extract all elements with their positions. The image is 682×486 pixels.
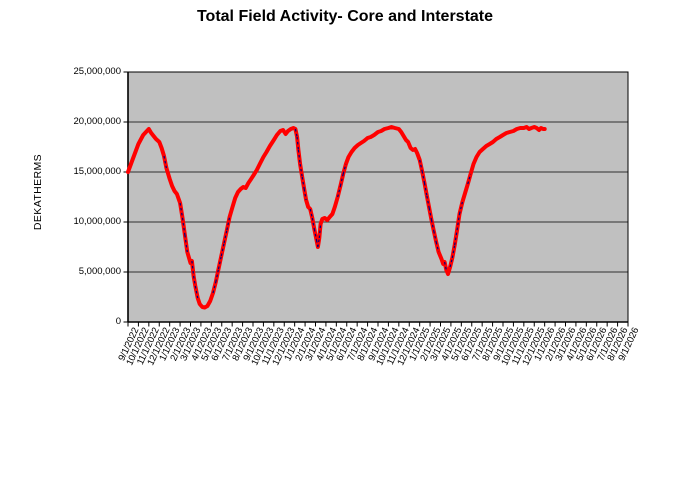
y-axis-tick-label: 25,000,000 bbox=[73, 66, 121, 77]
y-axis-tick-label: 15,000,000 bbox=[73, 166, 121, 177]
y-axis-tick-label: 20,000,000 bbox=[73, 116, 121, 127]
series-line-dashed-overlay bbox=[163, 128, 472, 299]
chart-title: Total Field Activity- Core and Interstat… bbox=[196, 8, 494, 25]
y-axis-tick-label: 0 bbox=[115, 316, 121, 327]
y-axis-tick-label: 5,000,000 bbox=[78, 266, 121, 277]
plot-background bbox=[127, 71, 629, 323]
y-axis-tick-label: 10,000,000 bbox=[73, 216, 121, 227]
